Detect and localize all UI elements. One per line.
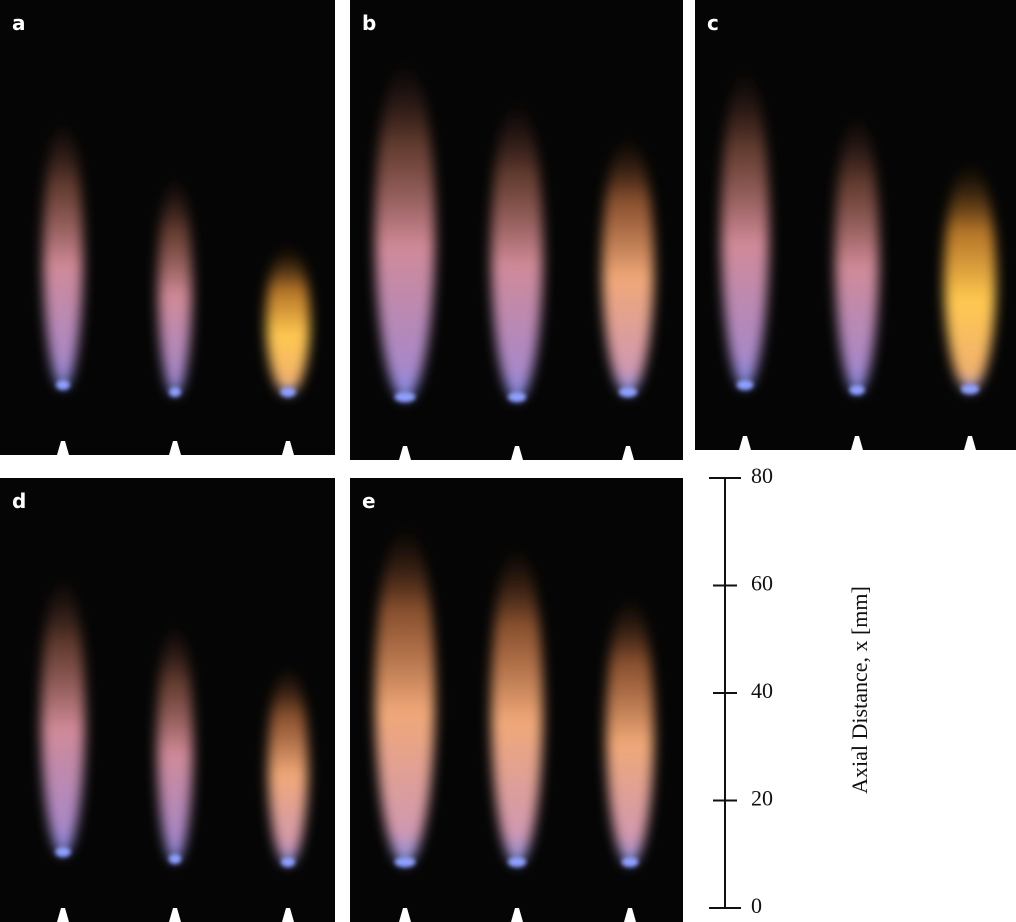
flame [491,545,543,865]
flame-base [55,847,71,857]
tick-label: 0 [751,893,762,918]
panel-label: b [362,11,376,35]
tick-label: 20 [751,786,773,811]
flame [375,60,435,400]
flame-base [507,392,527,402]
panel-label: d [12,489,26,513]
burner-tip [624,908,636,922]
flame [835,113,879,393]
burner-tip [282,441,294,455]
panel: b [350,0,683,460]
flame-base [618,387,638,397]
flame [41,575,85,855]
flame-base [736,380,754,390]
flame-base [507,857,527,867]
flame-base [621,857,639,867]
burner-tip [282,908,294,922]
burner-tip [169,441,181,455]
tick-label: 40 [751,678,773,703]
flame [266,245,310,395]
burner-tip [511,446,523,460]
flame-base [56,380,70,390]
panel: d [0,478,335,922]
panel-label: e [362,489,376,513]
flame [491,100,543,400]
flame-base [168,854,182,864]
burner-tip [169,908,181,922]
panel: c [695,0,1016,450]
flame [606,595,654,865]
flame [158,175,192,395]
burner-tip [622,446,634,460]
flame [602,135,654,395]
axis-label: Axial Distance, x [mm] [847,586,872,794]
flame-base [394,392,416,402]
flame [721,68,769,388]
burner-tip [964,436,976,450]
flame-base [280,387,296,397]
flame-base [394,857,416,867]
panel: a [0,0,335,455]
tick-label: 60 [751,571,773,596]
panel-label: c [707,11,719,35]
flame-base [960,384,980,394]
burner-tip [399,908,411,922]
burner-tip [57,441,69,455]
burner-tip [511,908,523,922]
panel-label: a [12,11,26,35]
panel: e [350,478,683,922]
flame-base [169,387,181,397]
burner-tip [851,436,863,450]
flame [944,162,996,392]
flame-base [281,857,295,867]
burner-tip [399,446,411,460]
flame [43,118,83,388]
flame [375,525,435,865]
burner-tip [57,908,69,922]
flame-base [849,385,865,395]
flame [157,622,193,862]
tick-label: 80 [751,463,773,488]
burner-tip [739,436,751,450]
flame [268,665,308,865]
